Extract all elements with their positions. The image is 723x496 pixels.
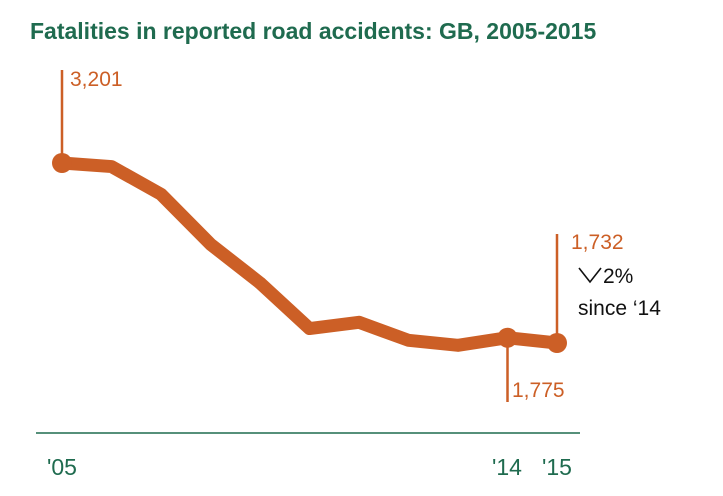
data-label-2005: 3,201: [70, 68, 123, 91]
data-point-2014: [497, 327, 518, 348]
data-label-2014: 1,775: [512, 379, 565, 402]
down-chevron-icon: [578, 267, 602, 284]
change-percent: 2%: [603, 265, 633, 288]
tick-label-2015: '15: [542, 454, 572, 480]
data-point-2005: [52, 153, 72, 173]
data-point-2015: [547, 333, 567, 353]
series-line: [55, 156, 564, 352]
tick-label-2005: '05: [47, 454, 77, 480]
change-since: since ‘14: [578, 297, 661, 320]
data-label-2015: 1,732: [571, 231, 624, 254]
chart-title: Fatalities in reported road accidents: G…: [30, 18, 597, 44]
tick-label-2014: '14: [492, 454, 522, 480]
